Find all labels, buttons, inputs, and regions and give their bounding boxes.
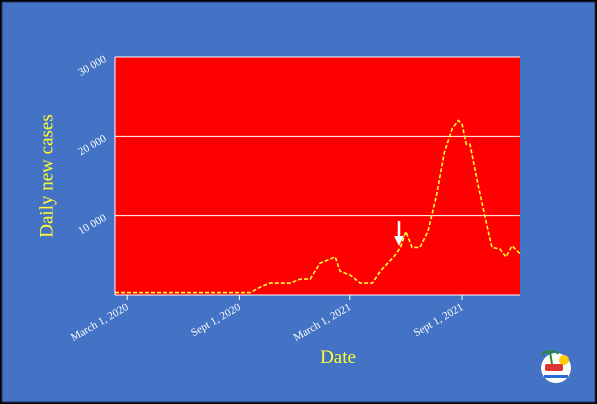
y-axis-label: Daily new cases xyxy=(36,114,57,237)
x-axis-label: Date xyxy=(320,347,356,368)
data-line xyxy=(115,119,521,294)
arrow xyxy=(394,221,404,246)
plot-background xyxy=(115,57,520,295)
plot-area xyxy=(115,56,521,295)
logo xyxy=(541,350,571,383)
